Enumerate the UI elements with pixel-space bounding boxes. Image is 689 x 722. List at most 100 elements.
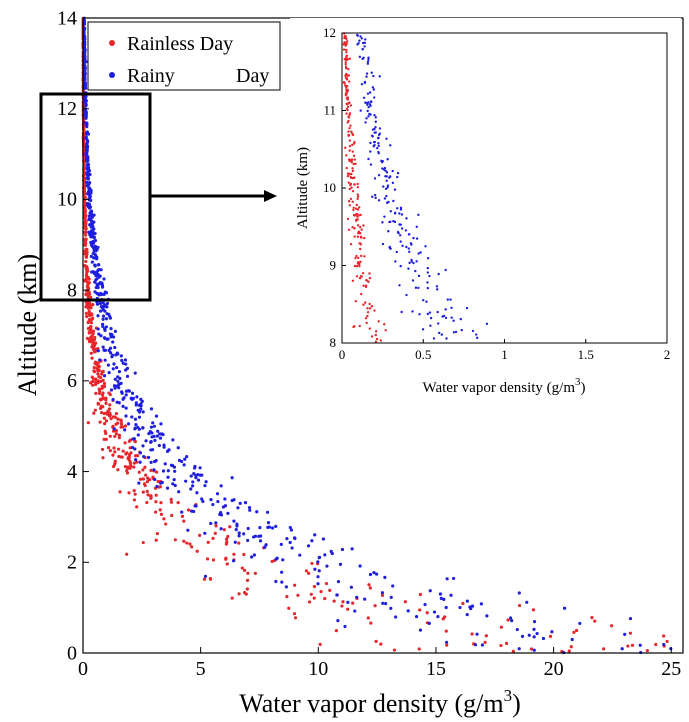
scatter-point	[83, 65, 87, 69]
scatter-point	[87, 214, 91, 218]
scatter-point	[391, 584, 395, 588]
scatter-point	[101, 301, 105, 305]
scatter-point	[338, 562, 343, 566]
x-tick-label: 25	[661, 658, 681, 680]
scatter-point	[266, 520, 271, 525]
scatter-point	[97, 282, 101, 286]
inset-scatter-point	[353, 183, 356, 186]
scatter-point	[328, 588, 332, 592]
inset-scatter-point	[362, 56, 365, 59]
inset-scatter-point	[344, 63, 347, 66]
inset-scatter-point	[384, 169, 387, 172]
inset-scatter-point	[374, 340, 378, 343]
scatter-point	[101, 317, 105, 321]
inset-scatter-point	[425, 300, 428, 303]
scatter-point	[99, 379, 103, 384]
scatter-point	[96, 273, 100, 278]
scatter-point	[111, 367, 115, 371]
scatter-point	[101, 456, 105, 460]
scatter-point	[128, 461, 133, 466]
scatter-point	[164, 522, 168, 526]
scatter-point	[602, 647, 606, 651]
inset-scatter-point	[348, 57, 351, 60]
inset-scatter-point	[356, 186, 360, 189]
scatter-point	[285, 595, 289, 599]
scatter-point	[140, 399, 144, 403]
scatter-point	[465, 599, 469, 603]
inset-scatter-point	[347, 130, 350, 133]
scatter-point	[200, 497, 204, 501]
scatter-point	[267, 525, 272, 529]
scatter-point	[84, 103, 88, 107]
inset-scatter-point	[377, 152, 380, 155]
scatter-point	[115, 384, 119, 388]
scatter-point	[85, 176, 89, 180]
inset-scatter-point	[369, 104, 372, 107]
scatter-point	[132, 498, 136, 502]
scatter-point	[127, 491, 131, 495]
scatter-point	[517, 603, 522, 608]
inset-scatter-point	[391, 169, 394, 173]
scatter-point	[417, 647, 421, 651]
inset-scatter-point	[368, 276, 372, 280]
scatter-point	[182, 539, 186, 543]
inset-scatter-point	[356, 195, 360, 198]
inset-scatter-point	[373, 177, 377, 180]
scatter-point	[96, 292, 100, 296]
scatter-point	[158, 485, 162, 489]
inset-scatter-point	[354, 213, 358, 216]
x-tick-label: 2	[664, 347, 671, 362]
scatter-point	[145, 489, 149, 493]
scatter-point	[368, 572, 373, 577]
scatter-point	[242, 568, 247, 573]
inset-scatter-point	[370, 335, 374, 338]
inset-scatter-point	[444, 268, 447, 272]
scatter-point	[569, 645, 573, 649]
scatter-point	[265, 510, 270, 514]
scatter-point	[372, 570, 376, 575]
scatter-point	[160, 480, 164, 485]
scatter-point	[570, 637, 574, 642]
scatter-point	[113, 450, 117, 454]
inset-scatter-point	[351, 200, 354, 203]
scatter-point	[84, 266, 88, 270]
scatter-point	[461, 601, 465, 606]
scatter-point	[121, 449, 125, 453]
scatter-point	[211, 536, 215, 540]
scatter-point	[91, 303, 95, 307]
x-tick-label: 5	[196, 658, 206, 680]
scatter-point	[182, 519, 186, 523]
scatter-point	[383, 575, 387, 579]
scatter-point	[89, 381, 93, 385]
inset-scatter-point	[465, 306, 469, 310]
scatter-point	[250, 555, 254, 559]
scatter-point	[106, 363, 111, 367]
inset-scatter-point	[383, 215, 386, 218]
scatter-point	[191, 484, 195, 488]
scatter-point	[87, 331, 91, 335]
scatter-point	[224, 537, 229, 541]
inset-scatter-point	[372, 96, 376, 99]
scatter-point	[85, 154, 89, 158]
scatter-point	[296, 593, 300, 597]
scatter-point	[368, 586, 372, 590]
scatter-point	[91, 230, 95, 234]
inset-scatter-point	[344, 92, 348, 95]
scatter-point	[86, 165, 90, 169]
inset-scatter-point	[361, 41, 365, 45]
scatter-point	[159, 512, 164, 516]
scatter-point	[113, 415, 117, 419]
scatter-point	[85, 125, 89, 129]
scatter-point	[235, 522, 239, 526]
inset-scatter-point	[354, 299, 358, 303]
scatter-point	[222, 528, 226, 532]
scatter-point	[313, 533, 317, 537]
inset-scatter-point	[345, 48, 348, 52]
scatter-point	[275, 556, 279, 560]
scatter-point	[84, 219, 88, 223]
legend-label-rainy: Rainy	[127, 65, 175, 87]
scatter-point	[107, 371, 111, 375]
scatter-point	[550, 630, 554, 634]
scatter-point	[84, 311, 88, 315]
inset-scatter-point	[350, 161, 353, 164]
